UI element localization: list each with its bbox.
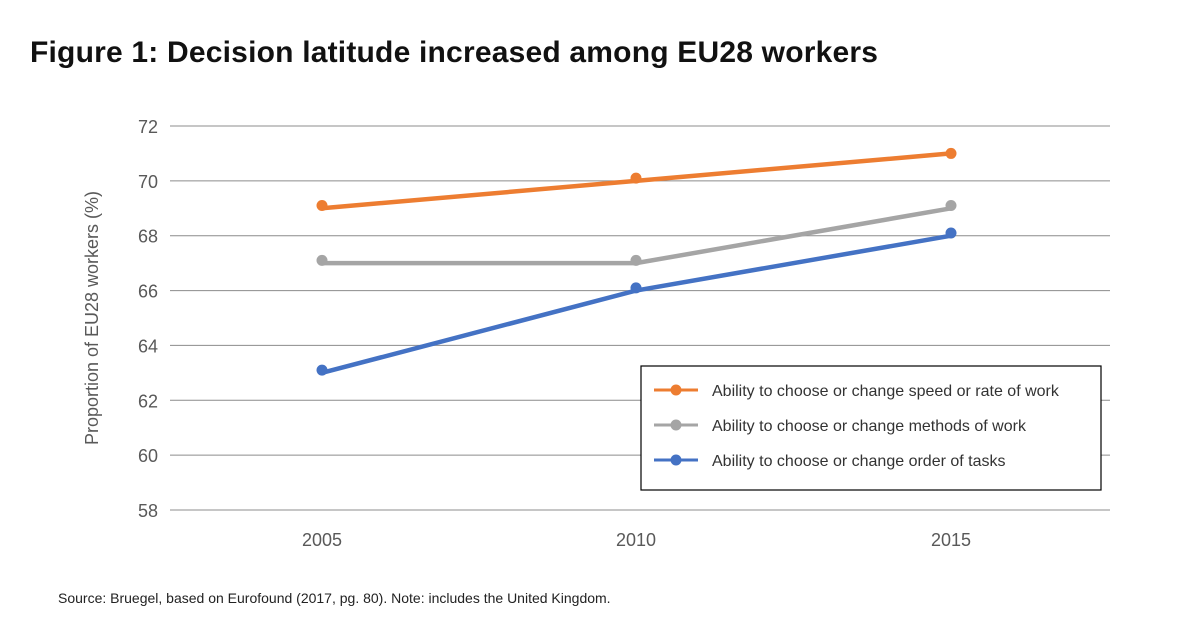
gridlines [170,125,1110,511]
y-tick-label: 72 [138,117,158,137]
x-tick-label: 2015 [931,530,971,550]
series-3 [316,227,957,376]
legend-swatch-marker [670,384,682,396]
legend-item: Ability to choose or change order of tas… [654,453,1006,470]
data-point [945,147,957,159]
source-note: Source: Bruegel, based on Eurofound (201… [58,590,611,606]
legend-label: Ability to choose or change speed or rat… [712,383,1060,400]
data-point [630,172,642,184]
legend-label: Ability to choose or change order of tas… [712,453,1006,470]
chart-title: Figure 1: Decision latitude increased am… [30,36,879,69]
data-point [630,254,642,266]
legend-item: Ability to choose or change methods of w… [654,418,1027,435]
legend: Ability to choose or change speed or rat… [640,365,1102,491]
y-axis-label: Proportion of EU28 workers (%) [82,191,102,445]
series-1 [316,147,957,212]
x-tick-labels: 2005 2010 2015 [302,530,971,550]
series-2 [316,200,957,266]
series-lines [316,147,957,376]
y-tick-labels: 58 60 62 64 66 68 70 72 [138,117,158,521]
y-tick-label: 62 [138,391,158,411]
data-point [316,200,328,212]
legend-swatch-marker [670,454,682,466]
legend-box [640,365,1102,491]
legend-item: Ability to choose or change speed or rat… [654,383,1060,400]
y-tick-label: 64 [138,336,158,356]
y-tick-label: 58 [138,501,158,521]
x-tick-label: 2010 [616,530,656,550]
data-point [945,227,957,239]
legend-swatch-marker [670,419,682,431]
y-tick-label: 68 [138,227,158,247]
line-chart: 58 60 62 64 66 68 70 72 2005 2010 2015 Proportion… [82,117,1110,550]
y-tick-label: 66 [138,282,158,302]
data-point [316,254,328,266]
data-point [316,364,328,376]
y-tick-label: 70 [138,172,158,192]
legend-label: Ability to choose or change methods of w… [712,418,1027,435]
data-point [630,282,642,294]
y-tick-label: 60 [138,446,158,466]
x-tick-label: 2005 [302,530,342,550]
data-point [945,200,957,212]
